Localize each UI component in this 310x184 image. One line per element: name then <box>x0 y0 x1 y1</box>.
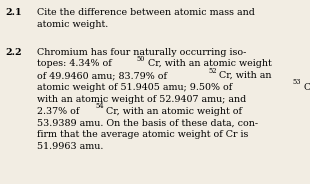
Text: topes: 4.34% of: topes: 4.34% of <box>37 59 114 68</box>
Text: Cite the difference between atomic mass and: Cite the difference between atomic mass … <box>37 8 255 17</box>
Text: 51.9963 amu.: 51.9963 amu. <box>37 142 103 151</box>
Text: 54: 54 <box>95 102 104 110</box>
Text: atomic weight of 51.9405 amu; 9.50% of: atomic weight of 51.9405 amu; 9.50% of <box>37 83 235 92</box>
Text: firm that the average atomic weight of Cr is: firm that the average atomic weight of C… <box>37 130 248 139</box>
Text: Cr, with an atomic weight of: Cr, with an atomic weight of <box>106 107 242 116</box>
Text: with an atomic weight of 52.9407 amu; and: with an atomic weight of 52.9407 amu; an… <box>37 95 246 104</box>
Text: 50: 50 <box>137 55 145 63</box>
Text: 2.37% of: 2.37% of <box>37 107 82 116</box>
Text: Chromium has four naturally occurring iso-: Chromium has four naturally occurring is… <box>37 47 246 56</box>
Text: Cr, with an: Cr, with an <box>219 71 272 80</box>
Text: atomic weight.: atomic weight. <box>37 20 108 29</box>
Text: 2.2: 2.2 <box>6 47 22 56</box>
Text: Cr, with an atomic weight: Cr, with an atomic weight <box>148 59 272 68</box>
Text: of 49.9460 amu; 83.79% of: of 49.9460 amu; 83.79% of <box>37 71 170 80</box>
Text: 53.9389 amu. On the basis of these data, con-: 53.9389 amu. On the basis of these data,… <box>37 118 258 127</box>
Text: 53: 53 <box>292 78 301 86</box>
Text: 2.1: 2.1 <box>6 8 22 17</box>
Text: Cr,: Cr, <box>303 83 310 92</box>
Text: 52: 52 <box>208 67 217 75</box>
